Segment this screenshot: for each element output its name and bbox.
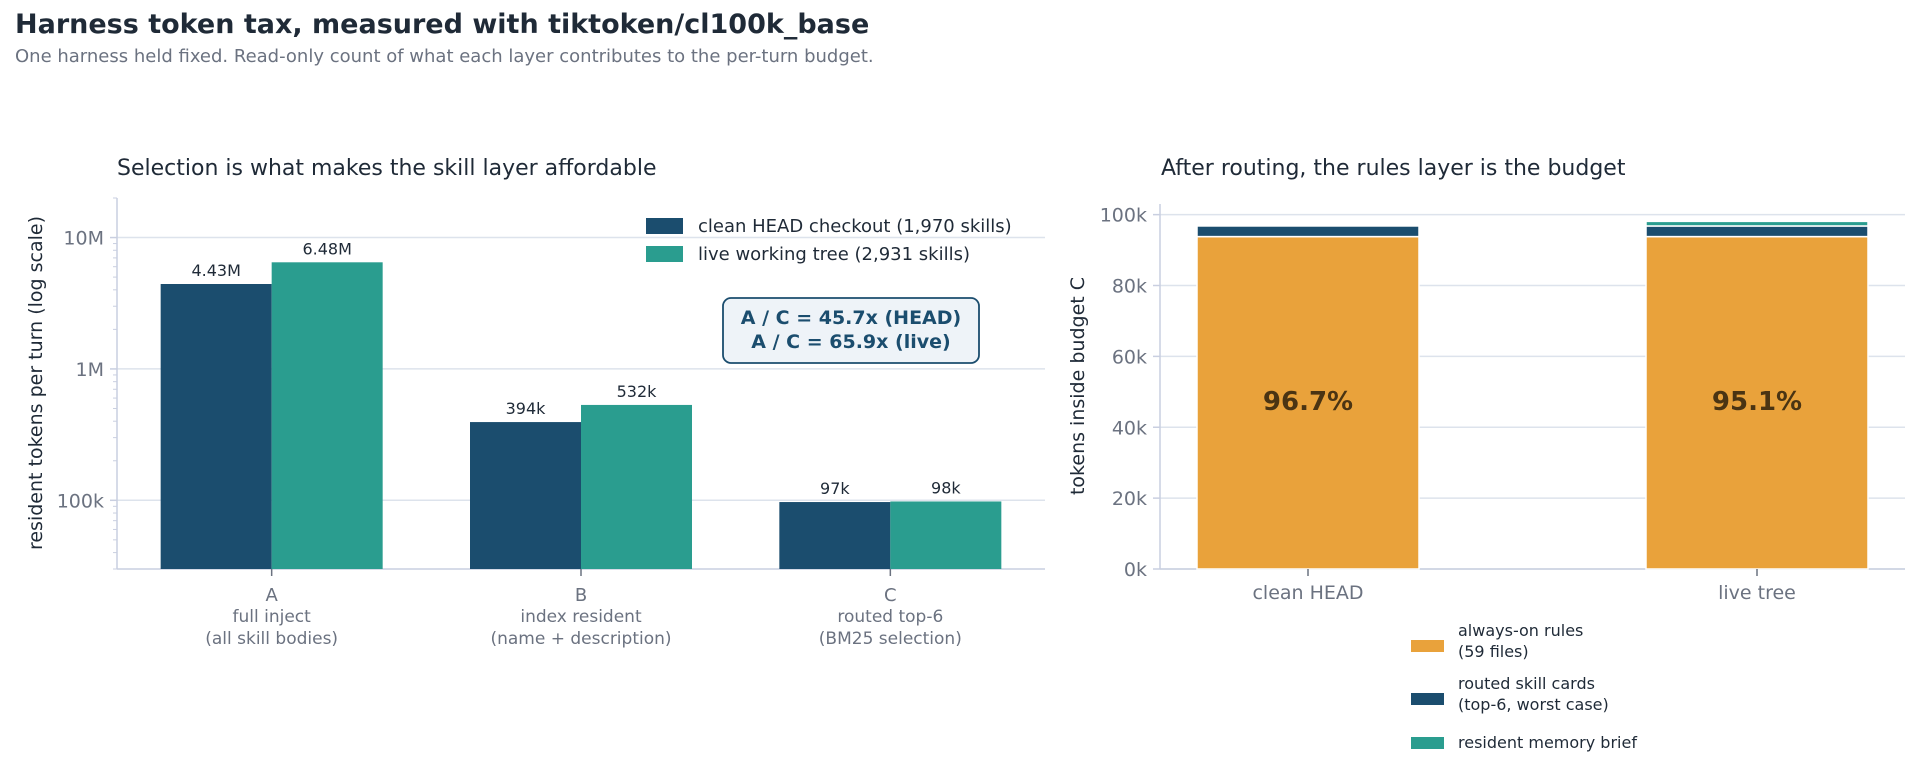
chart1-bar-label: 4.43M	[191, 261, 240, 280]
chart2-ytick-label: 40k	[1112, 417, 1147, 439]
chart2-bar-percentage: 96.7%	[1263, 387, 1353, 417]
chart1-legend-swatch	[646, 246, 683, 262]
page-title: Harness token tax, measured with tiktoke…	[15, 9, 870, 40]
chart2-title: After routing, the rules layer is the bu…	[1161, 156, 1626, 181]
chart2-legend-swatch	[1411, 737, 1444, 749]
chart1-category-line2: (name + description)	[490, 629, 671, 649]
chart1-bar	[890, 501, 1002, 569]
chart2-legend-label: routed skill cards	[1458, 674, 1595, 693]
chart2-legend-label: (59 files)	[1458, 642, 1529, 661]
chart2-ytick-label: 0k	[1124, 559, 1147, 581]
chart1-category-code: B	[575, 585, 587, 606]
chart1-bar	[160, 284, 272, 569]
chart1-bar-label: 532k	[617, 382, 658, 401]
chart1-bar-label: 394k	[506, 399, 547, 418]
chart2-legend-swatch	[1411, 640, 1444, 652]
chart1-bar	[779, 502, 891, 569]
chart2-bar-segment	[1645, 235, 1869, 570]
chart2-category-label: clean HEAD	[1252, 582, 1363, 604]
chart1-category-line1: full inject	[233, 607, 312, 627]
chart2-category-label: live tree	[1718, 582, 1796, 604]
chart1-bar-label: 6.48M	[302, 239, 351, 258]
chart1-category-line2: (all skill bodies)	[205, 629, 338, 649]
chart1-legend-label: clean HEAD checkout (1,970 skills)	[698, 216, 1012, 237]
chart1-bar-label: 97k	[820, 479, 850, 498]
chart1-category-line2: (BM25 selection)	[819, 629, 962, 649]
chart2-bar-percentage: 95.1%	[1712, 387, 1802, 417]
chart1-category-code: A	[266, 585, 279, 606]
chart2-ytick-label: 20k	[1112, 488, 1147, 510]
chart1-ratio-text: A / C = 45.7x (HEAD)	[741, 307, 961, 329]
chart1-bar	[581, 404, 692, 569]
chart1-y-axis-label: resident tokens per turn (log scale)	[25, 216, 47, 550]
chart2-bar-segment	[1196, 225, 1420, 238]
chart2-legend-label: resident memory brief	[1458, 733, 1637, 752]
chart2-bar-segment	[1196, 235, 1420, 570]
chart1-ratio-text: A / C = 65.9x (live)	[751, 331, 950, 353]
page-subtitle: One harness held fixed. Read-only count …	[15, 46, 874, 67]
chart1-title: Selection is what makes the skill layer …	[117, 156, 656, 181]
chart1-ytick-label: 10M	[63, 228, 104, 250]
chart1-bar	[470, 422, 581, 569]
chart2-bar-segment	[1645, 225, 1869, 238]
chart2-legend-label: always-on rules	[1458, 621, 1583, 640]
chart2-ytick-label: 80k	[1112, 276, 1147, 298]
chart1-bar	[271, 262, 383, 569]
chart2-bar-segment	[1645, 220, 1869, 227]
chart2-legend-swatch	[1411, 693, 1444, 705]
chart1-bar-label: 98k	[931, 478, 961, 497]
chart1-ratio-box	[722, 297, 980, 364]
chart1-category-line1: index resident	[520, 607, 642, 627]
chart2-y-axis-label: tokens inside budget C	[1067, 277, 1089, 495]
chart1-legend-swatch	[646, 218, 683, 234]
chart1-ytick-label: 100k	[57, 490, 104, 512]
chart1-category-line1: routed top-6	[837, 607, 943, 627]
chart1-category-code: C	[884, 585, 897, 606]
chart2-legend-label: (top-6, worst case)	[1458, 695, 1609, 714]
chart2-ytick-label: 60k	[1112, 346, 1147, 368]
chart1-legend-label: live working tree (2,931 skills)	[698, 244, 970, 265]
chart2-ytick-label: 100k	[1100, 205, 1147, 227]
chart1-ytick-label: 1M	[76, 359, 104, 381]
